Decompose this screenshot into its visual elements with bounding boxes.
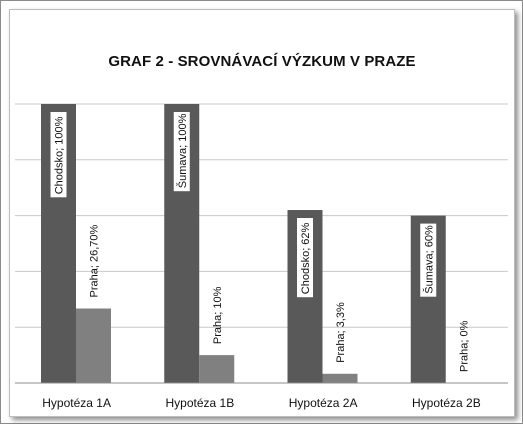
data-label-text: Praha; 3,3% [335,302,347,363]
chart-area: GRAF 2 - SROVNÁVACÍ VÝZKUM V PRAZE Chods… [9,9,515,417]
data-label: Praha; 26,70% [89,225,101,298]
x-tick-label: Hypotéza 2A [289,396,358,410]
data-label-text: Praha; 26,70% [89,225,101,298]
data-label-text: Chodsko; 62% [300,222,312,294]
x-tick-label: Hypotéza 2B [412,396,481,410]
bar-chart: Chodsko; 100% Praha; 26,70% Šumava; 100% Pr… [15,103,508,410]
data-label: Praha; 3,3% [335,302,347,363]
x-tick-label: Hypotéza 1A [42,396,111,410]
data-label-box [173,112,190,192]
data-label-text: Praha; 10% [212,286,224,344]
data-label: Chodsko; 100% [50,112,67,198]
bar [322,373,358,383]
bar [199,355,235,383]
chart-title: GRAF 2 - SROVNÁVACÍ VÝZKUM V PRAZE [108,53,416,70]
x-tick-label: Hypotéza 1B [166,396,235,410]
data-label-box [297,218,313,298]
data-label-box [50,112,67,198]
data-label: Praha; 10% [212,286,224,344]
data-label: Praha; 0% [458,320,470,372]
data-label-text: Praha; 0% [458,320,470,372]
data-label: Chodsko; 62% [297,218,313,298]
data-label-text: Šumava; 100% [176,113,189,188]
data-label-text: Chodsko; 100% [54,116,66,194]
data-label-text: Šumava; 60% [422,225,435,294]
data-label-box [420,223,437,297]
data-label: Šumava; 100% [173,112,190,192]
bar [76,308,111,383]
data-label: Šumava; 60% [420,223,437,297]
